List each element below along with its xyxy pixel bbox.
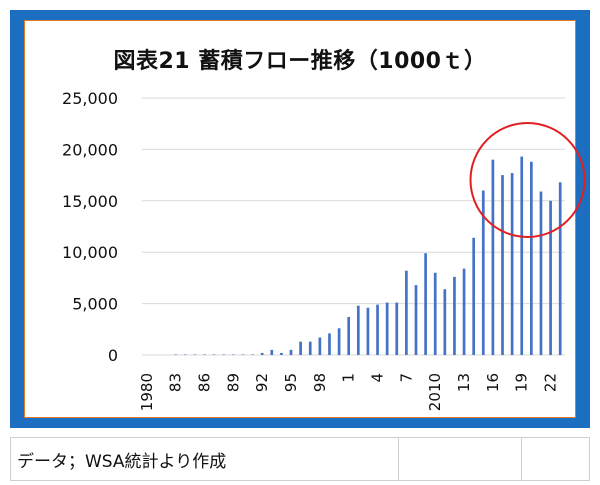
bar-1996 <box>299 341 302 355</box>
x-tick-label: 2010 <box>426 373 444 411</box>
bar-1999 <box>328 333 331 355</box>
bar-2016 <box>491 159 495 355</box>
bar-2011 <box>443 289 447 355</box>
bar-2012 <box>453 276 456 355</box>
y-tick-label: 10,000 <box>62 243 118 262</box>
bar-1990 <box>241 354 245 355</box>
bar-1992 <box>260 352 264 355</box>
bar-2001 <box>347 316 351 355</box>
x-tick-label: 7 <box>397 373 415 383</box>
bar-1987 <box>212 354 216 355</box>
x-tick-label: 95 <box>282 373 300 392</box>
bar-1993 <box>270 349 274 355</box>
bar-2023 <box>558 182 562 355</box>
bar-2006 <box>395 302 399 355</box>
x-tick-label: 1 <box>340 373 358 383</box>
caption-empty-cell <box>521 437 590 481</box>
x-tick-label: 83 <box>167 373 185 392</box>
x-tick-label: 19 <box>513 373 531 392</box>
x-tick-label: 89 <box>224 373 242 392</box>
y-tick-label: 20,000 <box>62 140 118 159</box>
bar-1983 <box>174 354 177 355</box>
x-tick-label: 22 <box>542 373 560 392</box>
x-axis-ticks: 1980 83 86 89 92 95 98 1 4 7 2010 13 16 19 22 <box>138 373 560 411</box>
bar-1989 <box>231 354 235 355</box>
highlight-circle <box>469 122 586 238</box>
y-axis-ticks: 25,000 20,000 15,000 10,000 5,000 0 <box>62 89 118 365</box>
bar-2020 <box>530 161 533 355</box>
caption-table: データ；WSA統計より作成 <box>10 437 590 481</box>
caption-empty-cell <box>398 437 522 481</box>
bar-2013 <box>462 268 466 355</box>
bar-1988 <box>222 354 226 355</box>
bar-2018 <box>510 173 514 355</box>
bar-1991 <box>251 354 254 355</box>
bar-2009 <box>424 253 427 355</box>
caption-source: データ；WSA統計より作成 <box>10 437 399 481</box>
bar-2017 <box>501 175 504 355</box>
bar-2008 <box>414 285 418 355</box>
bar-1995 <box>289 349 293 355</box>
bar-chart: 25,000 20,000 15,000 10,000 5,000 0 1980 83 86 8… <box>62 89 586 411</box>
x-tick-label: 13 <box>455 373 473 392</box>
chart-title: 図表21 蓄積フロー推移（1000ｔ） <box>113 49 487 74</box>
bar-2022 <box>549 200 552 355</box>
bar-2004 <box>376 304 379 355</box>
bar-2015 <box>481 190 485 355</box>
bar-2021 <box>539 191 543 355</box>
bar-2000 <box>337 328 341 355</box>
bar-2007 <box>405 270 408 355</box>
bar-1994 <box>280 352 283 355</box>
highlight-circle-shape <box>469 122 586 238</box>
bar-2019 <box>520 156 524 355</box>
bar-2005 <box>385 302 389 355</box>
gridlines <box>142 97 565 356</box>
y-tick-label: 0 <box>108 346 118 365</box>
y-tick-label: 5,000 <box>72 295 118 314</box>
bar-1984 <box>183 354 187 355</box>
y-tick-label: 25,000 <box>62 89 118 108</box>
bar-1985 <box>193 354 197 355</box>
x-tick-label: 4 <box>369 373 387 383</box>
x-tick-label: 92 <box>253 373 271 392</box>
bar-1986 <box>203 354 206 355</box>
x-tick-label: 86 <box>195 373 213 392</box>
x-tick-label: 1980 <box>138 373 156 411</box>
bar-2010 <box>433 272 437 355</box>
y-tick-label: 15,000 <box>62 192 118 211</box>
bar-2003 <box>366 307 370 355</box>
x-tick-label: 98 <box>311 373 329 392</box>
bar-2002 <box>356 305 360 355</box>
bars <box>174 156 562 355</box>
bar-2014 <box>472 237 476 355</box>
x-tick-label: 16 <box>484 373 502 392</box>
bar-1997 <box>308 341 312 355</box>
bar-1998 <box>318 337 322 355</box>
